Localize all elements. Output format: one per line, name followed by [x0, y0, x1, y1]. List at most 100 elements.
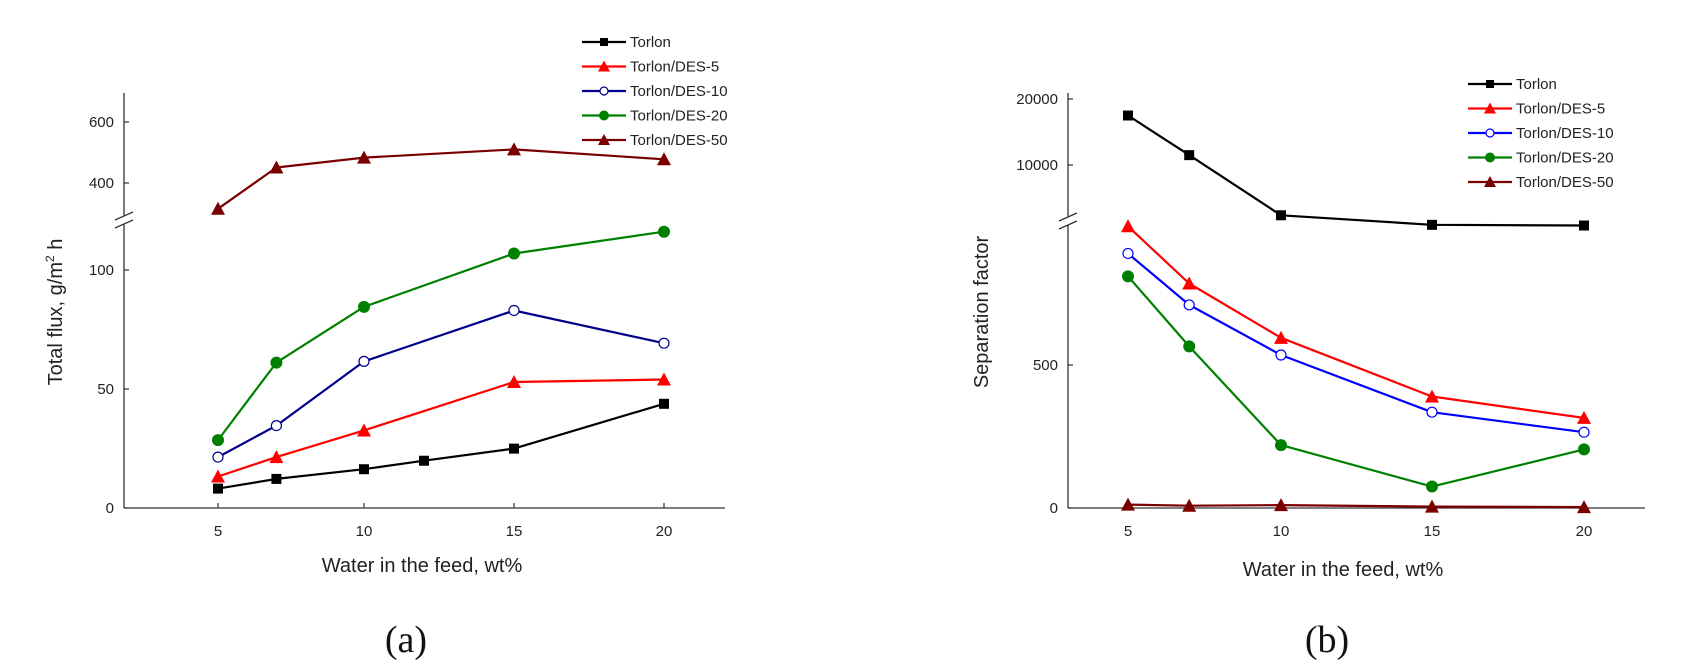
panel-b-series-torlon-des-10-point: [1578, 426, 1590, 438]
panel-b-legend-item: Torlon/DES-20: [1468, 150, 1614, 167]
panel-a-legend-label: Torlon/DES-10: [630, 83, 728, 100]
panel-a-series-torlon-des-20-point: [358, 300, 370, 313]
panel-a-series-torlon-point: [419, 455, 429, 466]
panel-a-series-torlon-point: [509, 443, 519, 454]
panel-b-series-torlon-point: [1579, 220, 1589, 231]
panel-a-series-torlon-des-5-point: [269, 450, 284, 464]
panel-b-series-torlon-point: [1184, 150, 1195, 161]
panel-b-x-tick-label: 10: [1273, 523, 1290, 540]
panel-a-series-torlon-point: [271, 473, 282, 484]
panel-b-series-torlon-des-20-point: [1275, 439, 1287, 452]
panel-a-series-torlon-des-50-point: [507, 142, 521, 156]
panel-b-series-torlon-des-20-point: [1122, 270, 1134, 283]
panel-b-legend-label: Torlon/DES-10: [1516, 125, 1614, 142]
panel-b-series-torlon-des-50-point: [1577, 500, 1591, 514]
panel-a-series-torlon-des-50-point: [269, 160, 284, 174]
panel-a-series-torlon-des-20-point: [658, 225, 670, 238]
panel-b-axis-break-mark: [1058, 212, 1078, 222]
panel-b-x-tick-label: 5: [1124, 523, 1132, 540]
panel-a-legend-item: Torlon/DES-20: [582, 108, 728, 125]
panel-a-series-torlon-line: [217, 402, 665, 490]
panel-b-legend-label: Torlon/DES-5: [1516, 101, 1605, 118]
panel-a-series-torlon-point: [213, 483, 223, 494]
panel-b-y-tick-label: 500: [1033, 357, 1058, 374]
panel-b-label: (b): [1305, 619, 1349, 661]
panel-b-legend-item: Torlon/DES-50: [1468, 174, 1614, 191]
panel-b-series-torlon-des-5-point: [1577, 410, 1591, 424]
panel-b-legend-marker: [1484, 102, 1496, 114]
panel-b-x-tick-label: 15: [1424, 523, 1441, 540]
panel-a-series-torlon-des-10-point: [358, 355, 370, 367]
panel-a-series-torlon-des-10: [212, 304, 670, 463]
panel-a-series-torlon-des-5-point: [357, 423, 371, 437]
panel-a-series-torlon-des-50-line: [217, 148, 665, 210]
panel-b-legend-label: Torlon: [1516, 76, 1557, 93]
panel-b-series-torlon-des-5-point: [1121, 219, 1135, 233]
panel-b-series-torlon-des-10-point: [1426, 406, 1438, 418]
panel-a-legend-label: Torlon/DES-50: [630, 132, 728, 149]
panel-a-y-axis-label: Total flux, g/m2 h: [43, 239, 67, 386]
panel-b-series-torlon-des-20: [1122, 270, 1590, 493]
panel-b-x-tick-label: 20: [1576, 523, 1593, 540]
panel-b-series-torlon-des-20-point: [1183, 340, 1196, 353]
panel-a-series-torlon-des-50: [211, 142, 671, 215]
panel-b-series-torlon-point: [1427, 219, 1437, 230]
panel-b-legend-label: Torlon/DES-50: [1516, 174, 1614, 191]
panel-b-legend-item: Torlon/DES-10: [1468, 125, 1614, 142]
panel-a-series-torlon-des-5-point: [211, 469, 225, 483]
panel-a-x-axis-label: Water in the feed, wt%: [322, 555, 523, 577]
panel-a-plot-area: 5 10 15 20050100400600TorlonTorlon/DES-5Tor…: [89, 34, 728, 540]
panel-a-series-torlon-des-10-point: [658, 337, 670, 349]
panel-a-legend-item: Torlon: [582, 34, 671, 51]
panel-a-x-tick-label: 5: [214, 523, 222, 540]
panel-a-series-torlon-des-50-point: [357, 150, 371, 164]
panel-b-series-torlon-des-10-point: [1122, 247, 1134, 260]
panel-a-series-torlon-des-50-point: [657, 152, 671, 166]
panel-b-legend: Torlon Torlon/DES-5 Torlon/DES-10 Torlon/DE…: [1468, 76, 1614, 191]
panel-a-series-torlon-des-5-point: [507, 374, 521, 388]
panel-b-series-torlon-des-50: [1121, 497, 1591, 514]
panel-a-series-torlon-des-5-line: [217, 378, 665, 478]
panel-a-y-tick-label: 0: [106, 500, 114, 517]
panel-b-series-torlon-des-50-point: [1425, 499, 1439, 513]
panel-b-series-torlon-point: [1276, 210, 1286, 221]
panel-a-legend-item: Torlon/DES-50: [582, 132, 728, 149]
panel-b-legend-label: Torlon/DES-20: [1516, 150, 1614, 167]
panel-a-y-tick-label: 400: [89, 175, 114, 192]
panel-a-series-torlon-des-20-point: [508, 247, 520, 260]
panel-b-series-torlon-des-5-point: [1274, 330, 1288, 344]
panel-a-series-torlon-des-10-point: [270, 419, 282, 432]
panel-a-series-torlon-des-10-point: [508, 304, 520, 317]
panel-b-series-torlon-point: [1123, 110, 1133, 121]
panel-a-legend-item: Torlon/DES-5: [582, 59, 719, 76]
panel-a-series-torlon-des-5-point: [657, 372, 671, 386]
panel-b-y-axis-label: Separation factor: [971, 236, 993, 389]
panel-b-legend-item: Torlon/DES-5: [1468, 101, 1605, 118]
panel-b-series-torlon-des-10-point: [1275, 349, 1287, 361]
panel-b-plot-area: 5 10 15 2005001000020000TorlonTorlon/DES-5T…: [1016, 76, 1645, 540]
panel-b-legend-marker: [1486, 80, 1494, 88]
panel-b-series-torlon-des-50-point: [1274, 498, 1288, 512]
panel-b-legend-item: Torlon: [1468, 76, 1557, 93]
panel-b-series-torlon-des-10: [1122, 247, 1590, 438]
panel-b-series-torlon-des-5-point: [1182, 276, 1197, 290]
panel-a-legend-item: Torlon/DES-10: [582, 83, 728, 100]
panel-b-series-torlon-des-10-line: [1127, 252, 1585, 434]
panel-a-series-torlon-des-10-line: [217, 309, 665, 459]
panel-b-series-torlon-des-5: [1121, 219, 1591, 424]
panel-a-series-torlon-des-5: [211, 372, 671, 483]
panel-a-legend-label: Torlon/DES-20: [630, 108, 728, 125]
panel-a-series-torlon-des-20-point: [270, 356, 283, 369]
panel-b-y-tick-label: 0: [1050, 500, 1058, 517]
panel-a-x-tick-label: 20: [656, 523, 673, 540]
panel-a-y-tick-label: 50: [97, 381, 114, 398]
panel-b-chart: 5 10 15 2005001000020000TorlonTorlon/DES-5T…: [971, 76, 1645, 661]
panel-b-legend-marker: [1485, 152, 1495, 163]
panel-a-legend-marker: [599, 86, 609, 96]
panel-b-series-torlon-des-20-point: [1426, 480, 1438, 493]
panel-b-axis-break-mark: [1058, 220, 1078, 230]
panel-b-x-axis-label: Water in the feed, wt%: [1243, 559, 1444, 581]
panel-b-series-torlon-des-5-point: [1425, 389, 1439, 403]
panel-a-legend-label: Torlon/DES-5: [630, 59, 719, 76]
